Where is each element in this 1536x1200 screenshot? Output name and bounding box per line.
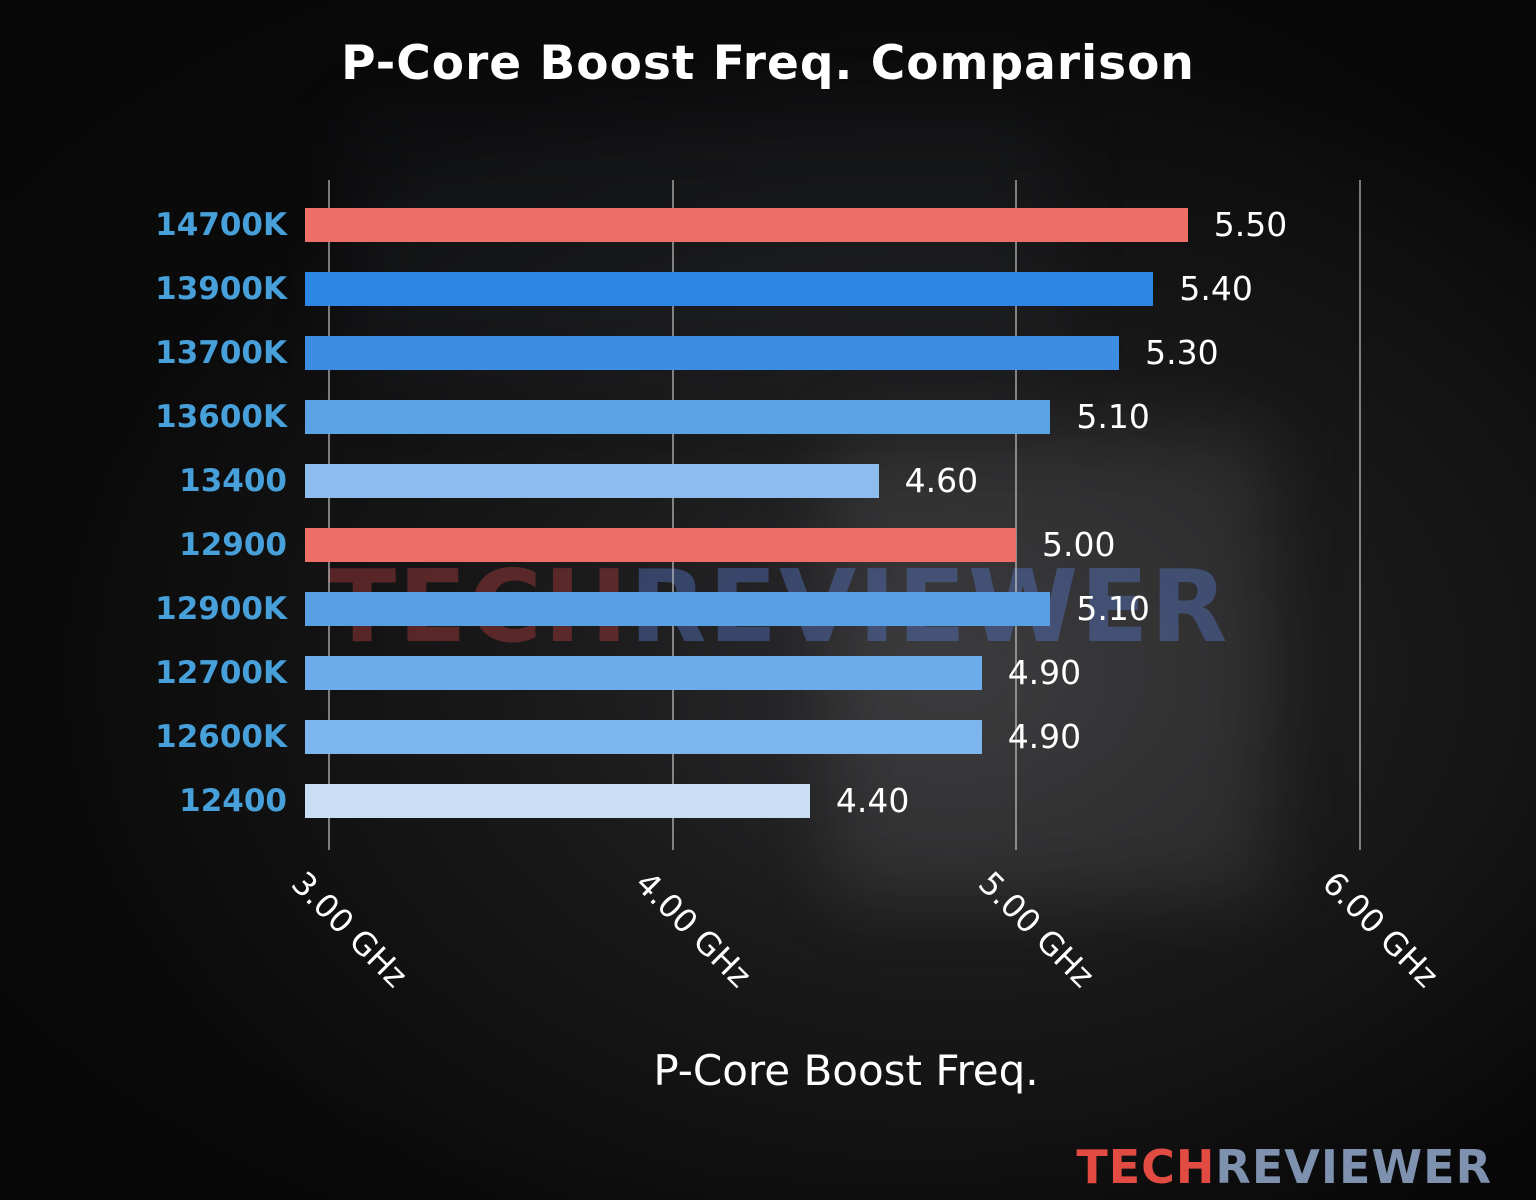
bar-value-label-12600K: 4.90 bbox=[1007, 717, 1082, 756]
y-axis-label-12900K: 12900K bbox=[155, 591, 287, 627]
y-axis-label-12400: 12400 bbox=[179, 783, 287, 819]
bar-12700K bbox=[305, 656, 982, 690]
plot-area: 5.50 5.40 5.30 5.10 4.60 5.00 5.10 4.90 4.90 4.40 bbox=[305, 180, 1387, 850]
bar-12900K bbox=[305, 592, 1051, 626]
bar-value-label-13400: 4.60 bbox=[904, 461, 979, 500]
y-axis-label-12700K: 12700K bbox=[155, 655, 287, 691]
chart-title: P-Core Boost Freq. Comparison bbox=[341, 36, 1195, 91]
y-axis-label-13700K: 13700K bbox=[155, 335, 287, 371]
bar-14700K bbox=[305, 208, 1188, 242]
gridline-5.00-GHz bbox=[1015, 180, 1018, 850]
bar-13700K bbox=[305, 336, 1120, 370]
gridline-4.00-GHz bbox=[671, 180, 674, 850]
bar-value-label-12900K: 5.10 bbox=[1076, 589, 1150, 628]
bar-12600K bbox=[305, 720, 982, 754]
bar-value-label-13600K: 5.10 bbox=[1076, 397, 1150, 436]
bar-value-label-13900K: 5.40 bbox=[1179, 269, 1253, 308]
bar-12400 bbox=[305, 784, 810, 818]
logo-tech: TECH bbox=[1076, 1140, 1216, 1194]
y-axis-label-13900K: 13900K bbox=[155, 271, 287, 307]
techreviewer-logo: TECHREVIEWER bbox=[1076, 1140, 1492, 1194]
bar-value-label-12400: 4.40 bbox=[835, 781, 910, 820]
bar-13600K bbox=[305, 400, 1051, 434]
y-axis-label-13400: 13400 bbox=[179, 463, 287, 499]
gridline-3.00-GHz bbox=[328, 180, 331, 850]
bar-13400 bbox=[305, 464, 879, 498]
y-axis-label-12900: 12900 bbox=[179, 527, 287, 563]
x-axis-title: P-Core Boost Freq. bbox=[653, 1046, 1039, 1095]
bar-value-label-12700K: 4.90 bbox=[1007, 653, 1082, 692]
y-axis-label-12600K: 12600K bbox=[155, 719, 287, 755]
logo-reviewer: REVIEWER bbox=[1215, 1140, 1492, 1194]
bar-value-label-12900: 5.00 bbox=[1042, 525, 1116, 564]
gridline-6.00-GHz bbox=[1358, 180, 1361, 850]
bar-value-label-14700K: 5.50 bbox=[1213, 205, 1288, 244]
bar-13900K bbox=[305, 272, 1154, 306]
y-axis-label-13600K: 13600K bbox=[155, 399, 287, 435]
bar-12900 bbox=[305, 528, 1016, 562]
y-axis-label-14700K: 14700K bbox=[155, 207, 287, 243]
bar-value-label-13700K: 5.30 bbox=[1145, 333, 1219, 372]
